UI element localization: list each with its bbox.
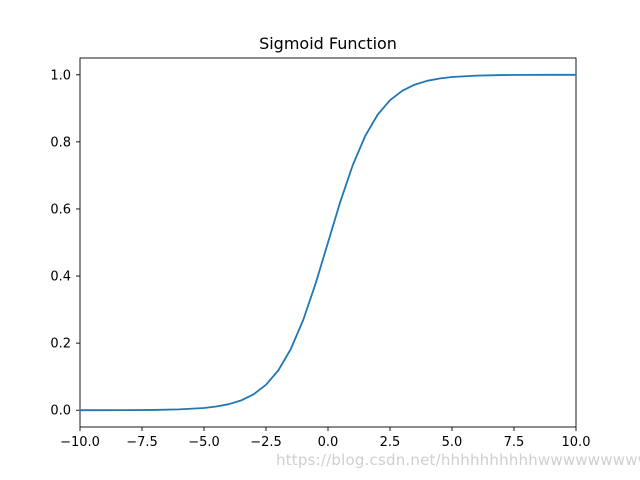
y-tick-label: 0.2 [50, 337, 71, 352]
x-tick-label: 0.0 [318, 435, 339, 450]
sigmoid-curve-line [79, 73, 577, 412]
x-tick-label: 5.0 [442, 435, 463, 450]
y-tick-label: 0.4 [50, 270, 71, 285]
chart-title: Sigmoid Function [259, 34, 397, 53]
watermark-text: https://blog.csdn.net/hhhhhhhhhhwwwwwwww… [276, 451, 640, 469]
x-tick-label: 2.5 [380, 435, 401, 450]
x-tick-label: −2.5 [250, 435, 282, 450]
y-tick-label: 0.0 [50, 404, 71, 419]
x-tick-label: −5.0 [188, 435, 220, 450]
x-tick-label: −10.0 [60, 435, 100, 450]
x-tick-label: −7.5 [126, 435, 158, 450]
y-tick-label: 0.6 [50, 202, 71, 217]
y-tick-label: 0.8 [50, 135, 71, 150]
x-tick-label: 10.0 [562, 435, 591, 450]
plot-area: −10.0 −7.5 −5.0 −2.5 0.0 2.5 5.0 7.5 10.0 0.0 0.2 0… [50, 57, 591, 450]
x-tick-label: 7.5 [504, 435, 525, 450]
y-tick-label: 1.0 [50, 68, 71, 83]
